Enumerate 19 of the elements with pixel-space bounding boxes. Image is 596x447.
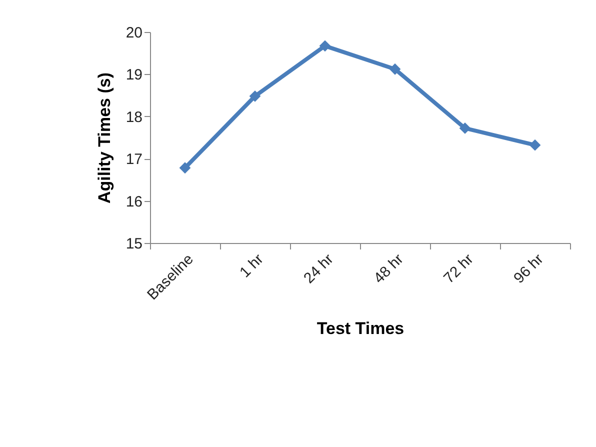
point [529, 139, 541, 151]
y-tick-label: 18 [126, 108, 142, 126]
point [319, 40, 331, 52]
point [179, 162, 191, 174]
point [249, 90, 261, 102]
point [389, 63, 401, 75]
point [459, 122, 471, 134]
y-tick-label: 15 [126, 236, 142, 252]
x-tick-label: 24 hr [300, 250, 337, 287]
x-tick-label: 1 hr [236, 250, 267, 282]
x-axis-title: Test Times [316, 318, 404, 338]
x-tick-label: 72 hr [440, 250, 477, 287]
x-tick-label: 48 hr [370, 250, 407, 287]
y-tick-label: 20 [126, 24, 142, 42]
y-tick-label: 16 [126, 193, 142, 210]
y-tick-label: 17 [126, 151, 142, 168]
y-axis-title: Agility Times (s) [94, 72, 114, 204]
x-tick-label: 96 hr [510, 250, 547, 287]
y-tick-label: 19 [126, 66, 142, 84]
